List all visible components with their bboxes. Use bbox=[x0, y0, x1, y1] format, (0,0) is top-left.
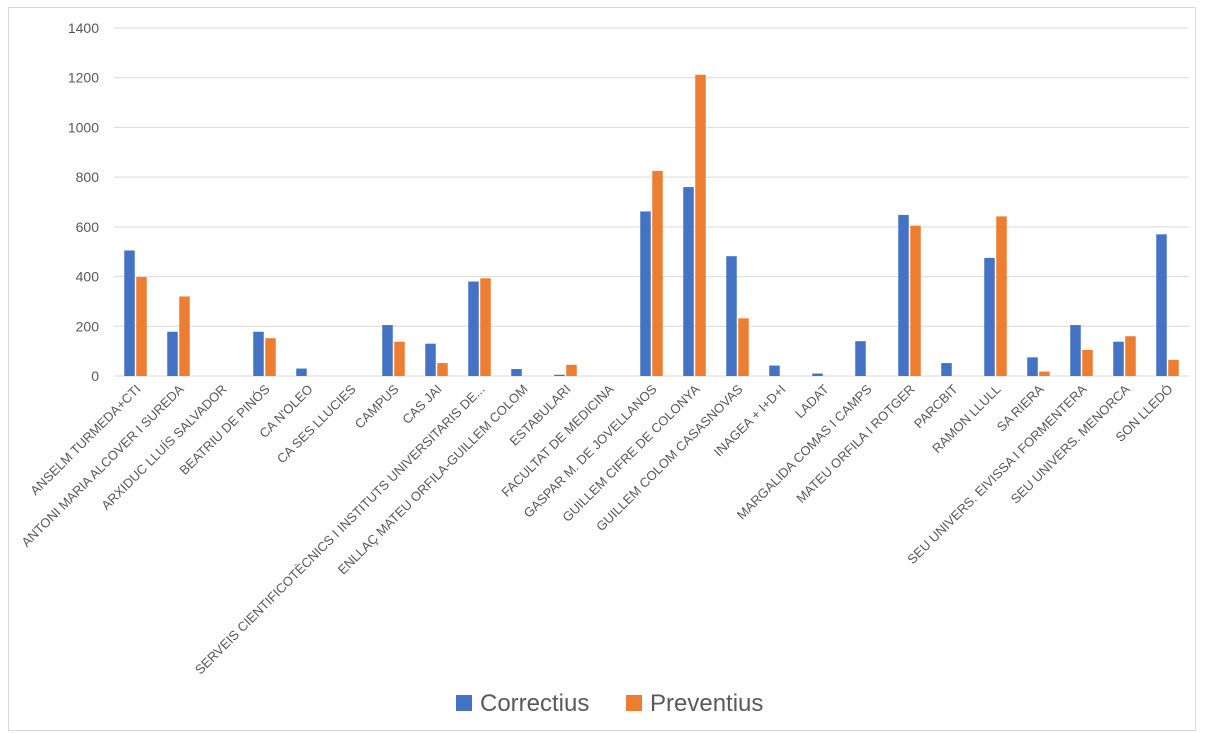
bar-preventius bbox=[652, 170, 663, 376]
bar-preventius bbox=[437, 363, 448, 376]
bar-correctius bbox=[1113, 341, 1124, 376]
bar-preventius bbox=[394, 341, 405, 376]
bar-correctius bbox=[683, 187, 694, 376]
bar-correctius bbox=[769, 365, 780, 376]
bar-correctius bbox=[382, 325, 393, 376]
legend-label-correctius: Correctius bbox=[480, 690, 589, 717]
bar-correctius bbox=[511, 369, 522, 376]
bar-preventius bbox=[1125, 336, 1136, 376]
x-category-label: ANTONI MARIA ALCOVER I SUREDA bbox=[18, 381, 187, 550]
y-tick-label: 400 bbox=[76, 269, 100, 285]
y-tick-label: 600 bbox=[76, 219, 100, 235]
x-category-label: CA SES LLUCIES bbox=[274, 381, 359, 466]
bar-correctius bbox=[898, 214, 909, 376]
bar-correctius bbox=[941, 363, 952, 376]
bar-correctius bbox=[1156, 234, 1167, 376]
legend-swatch-correctius bbox=[456, 695, 472, 711]
bar-preventius bbox=[480, 278, 491, 376]
bar-correctius bbox=[984, 257, 995, 376]
bar-preventius bbox=[566, 364, 577, 376]
bar-correctius bbox=[124, 250, 135, 376]
y-tick-label: 200 bbox=[76, 318, 100, 334]
bar-preventius bbox=[179, 296, 190, 376]
x-category-label: CAMPUS bbox=[352, 381, 402, 431]
bar-preventius bbox=[1039, 371, 1050, 376]
bar-preventius bbox=[1168, 359, 1179, 376]
bar-correctius bbox=[855, 341, 866, 376]
y-tick-label: 1000 bbox=[68, 119, 99, 135]
bar-correctius bbox=[253, 331, 264, 376]
bar-preventius bbox=[738, 318, 749, 376]
bar-correctius bbox=[640, 211, 651, 376]
bar-preventius bbox=[910, 225, 921, 376]
bar-correctius bbox=[726, 256, 737, 376]
bar-preventius bbox=[136, 277, 147, 376]
bar-correctius bbox=[1070, 325, 1081, 376]
bar-preventius bbox=[695, 74, 706, 376]
y-tick-label: 800 bbox=[76, 169, 100, 185]
bar-correctius bbox=[1027, 357, 1038, 376]
bar-correctius bbox=[812, 373, 823, 376]
legend-swatch-preventius bbox=[626, 695, 642, 711]
x-category-label: LADAT bbox=[792, 381, 832, 421]
bar-correctius bbox=[425, 343, 436, 376]
y-tick-label: 1400 bbox=[68, 20, 99, 36]
bar-preventius bbox=[996, 216, 1007, 376]
bar-correctius bbox=[468, 281, 479, 376]
bar-preventius bbox=[1082, 349, 1093, 376]
bar-correctius bbox=[167, 331, 178, 376]
bar-correctius bbox=[296, 368, 307, 376]
y-tick-label: 0 bbox=[91, 368, 99, 384]
legend-label-preventius: Preventius bbox=[650, 690, 763, 717]
bar-preventius bbox=[265, 338, 276, 376]
bar-correctius bbox=[554, 374, 565, 376]
y-tick-label: 1200 bbox=[68, 70, 99, 86]
